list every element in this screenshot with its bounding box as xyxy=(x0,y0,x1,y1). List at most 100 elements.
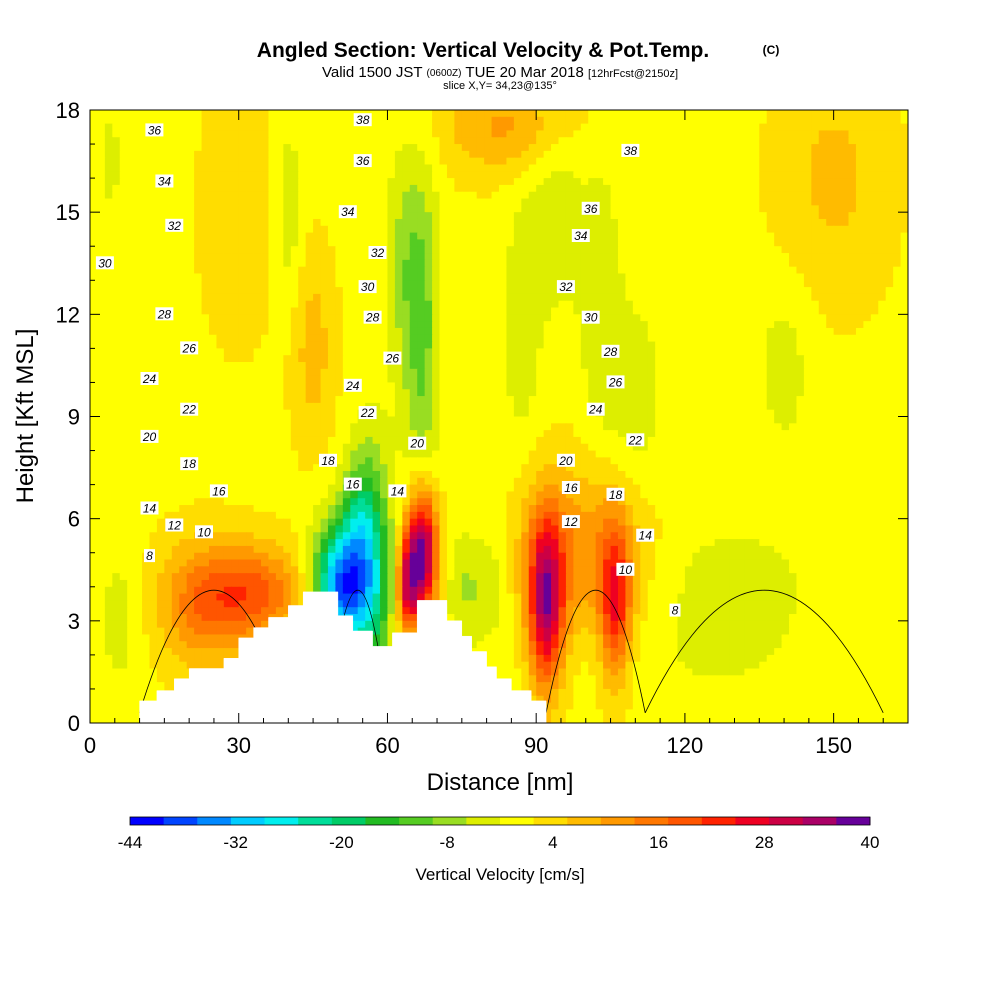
velocity-cell xyxy=(342,307,351,315)
velocity-cell xyxy=(528,382,537,390)
velocity-cell xyxy=(826,355,835,363)
velocity-cell xyxy=(588,150,597,159)
velocity-cell xyxy=(417,355,426,363)
velocity-cell xyxy=(833,212,842,220)
velocity-cell xyxy=(789,334,798,343)
velocity-cell xyxy=(513,110,522,118)
velocity-cell xyxy=(417,218,426,227)
velocity-cell xyxy=(774,239,783,247)
velocity-cell xyxy=(246,184,255,193)
velocity-cell xyxy=(208,137,218,145)
velocity-cell xyxy=(580,144,589,152)
velocity-cell xyxy=(127,130,136,138)
velocity-cell xyxy=(350,402,359,411)
velocity-cell xyxy=(528,396,537,404)
velocity-cell xyxy=(781,198,790,206)
velocity-cell xyxy=(127,389,136,397)
velocity-cell xyxy=(164,198,173,206)
velocity-cell xyxy=(387,171,396,179)
velocity-cell xyxy=(476,205,485,213)
velocity-cell xyxy=(893,396,902,404)
velocity-cell xyxy=(365,348,374,356)
velocity-cell xyxy=(484,123,493,132)
velocity-cell xyxy=(506,171,515,179)
velocity-cell xyxy=(149,334,158,343)
velocity-cell xyxy=(186,300,195,309)
velocity-cell xyxy=(885,164,894,172)
velocity-cell xyxy=(893,212,902,220)
velocity-cell xyxy=(588,368,597,377)
velocity-cell xyxy=(521,327,530,336)
velocity-cell xyxy=(774,341,783,349)
velocity-cell xyxy=(558,137,567,145)
velocity-cell xyxy=(208,368,218,377)
velocity-cell xyxy=(350,144,359,152)
velocity-cell xyxy=(253,334,262,343)
velocity-cell xyxy=(662,382,671,390)
velocity-cell xyxy=(521,191,530,200)
velocity-cell xyxy=(885,382,894,390)
velocity-cell xyxy=(625,321,634,329)
velocity-cell xyxy=(558,307,567,315)
velocity-cell xyxy=(647,389,656,397)
velocity-cell xyxy=(736,110,745,118)
velocity-cell xyxy=(313,321,322,329)
velocity-cell xyxy=(335,110,344,118)
velocity-cell xyxy=(253,321,262,329)
velocity-cell xyxy=(521,287,530,295)
velocity-cell xyxy=(536,130,545,138)
velocity-cell xyxy=(112,334,121,343)
velocity-cell xyxy=(275,239,284,247)
velocity-cell xyxy=(893,321,902,329)
velocity-cell xyxy=(387,150,396,159)
velocity-cell xyxy=(253,314,262,322)
velocity-cell xyxy=(818,402,827,411)
velocity-cell xyxy=(156,287,165,295)
velocity-cell xyxy=(112,205,121,213)
velocity-cell xyxy=(759,287,768,295)
velocity-cell xyxy=(298,396,307,404)
velocity-cell xyxy=(499,396,508,404)
velocity-cell xyxy=(439,198,448,206)
velocity-cell xyxy=(803,110,812,118)
velocity-cell xyxy=(759,375,768,384)
velocity-cell xyxy=(327,178,336,186)
velocity-cell xyxy=(893,375,902,384)
velocity-cell xyxy=(231,362,240,370)
velocity-cell xyxy=(662,232,671,241)
velocity-cell xyxy=(692,300,701,309)
velocity-cell xyxy=(357,389,366,397)
velocity-cell xyxy=(893,150,902,159)
velocity-cell xyxy=(327,144,336,152)
velocity-cell xyxy=(409,150,418,159)
velocity-cell xyxy=(580,293,589,302)
velocity-cell xyxy=(595,144,604,152)
velocity-cell xyxy=(127,355,136,363)
velocity-cell xyxy=(863,157,872,166)
velocity-cell xyxy=(231,205,240,213)
velocity-cell xyxy=(751,287,760,295)
velocity-cell xyxy=(186,287,195,295)
velocity-cell xyxy=(104,266,113,275)
velocity-cell xyxy=(149,205,158,213)
velocity-cell xyxy=(499,402,508,411)
velocity-cell xyxy=(335,171,344,179)
velocity-cell xyxy=(305,130,314,138)
velocity-cell xyxy=(699,184,708,193)
velocity-cell xyxy=(372,362,381,370)
velocity-cell xyxy=(632,137,641,145)
velocity-cell xyxy=(551,307,560,315)
velocity-cell xyxy=(551,184,560,193)
velocity-cell xyxy=(231,232,240,241)
velocity-cell xyxy=(796,327,805,336)
velocity-cell xyxy=(164,137,173,145)
velocity-cell xyxy=(528,368,537,377)
velocity-cell xyxy=(261,307,270,315)
velocity-cell xyxy=(327,266,336,275)
velocity-cell xyxy=(142,150,151,159)
velocity-cell xyxy=(796,307,805,315)
velocity-cell xyxy=(855,191,864,200)
velocity-cell xyxy=(469,368,478,377)
velocity-cell xyxy=(454,293,463,302)
velocity-cell xyxy=(432,348,441,356)
